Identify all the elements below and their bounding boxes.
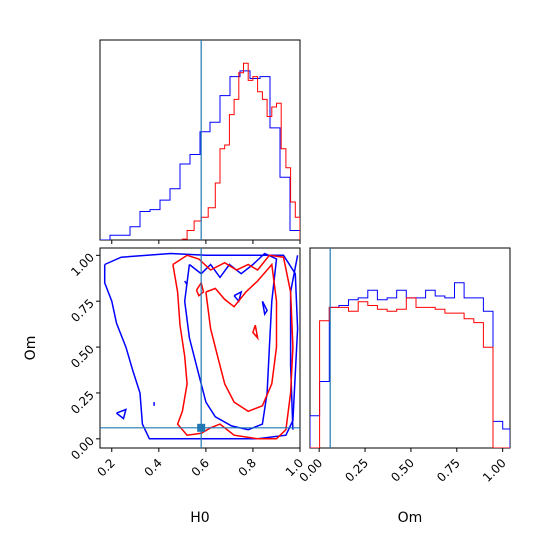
joint-x-tick-label-0: 0.2 [94, 456, 117, 479]
contour-blue-2 [289, 255, 299, 430]
contour-blue-5 [184, 280, 188, 286]
om-hist-x-tick-label-1: 0.25 [342, 456, 371, 485]
joint-x-tick-label-3: 0.8 [236, 456, 259, 479]
om-hist-blue-line [310, 282, 510, 448]
contour-red-1 [205, 262, 278, 413]
contour-blue-6 [233, 290, 243, 303]
contour-red-0 [172, 254, 294, 440]
joint-y-tick-label-4: 1.00 [68, 250, 97, 279]
om-hist-red-line [310, 297, 510, 448]
y-axis-label-om: Om [23, 336, 39, 361]
contour-blue-0 [103, 252, 299, 440]
contours-red-series [172, 254, 294, 440]
truth-markers [100, 40, 331, 448]
h0-hist-red-series [181, 62, 300, 240]
truth-point [197, 423, 206, 432]
om-hist-x-tick-label-4: 1.00 [480, 456, 509, 485]
joint-x-tick-label-1: 0.4 [142, 456, 165, 479]
joint-x-tick-label-2: 0.6 [189, 456, 212, 479]
joint-y-tick-label-1: 0.25 [68, 388, 97, 417]
x-axis-label-h0: H0 [190, 510, 209, 526]
contour-blue-7 [261, 300, 268, 317]
om-hist-x-tick-label-0: 0.00 [297, 456, 326, 485]
contour-red-2 [195, 281, 205, 297]
contour-blue-3 [116, 408, 127, 420]
h0-hist-blue-series [100, 70, 300, 240]
om-hist-x-tick-label-3: 0.75 [434, 456, 463, 485]
om-hist-frame [309, 247, 511, 449]
contour-red-3 [252, 324, 259, 341]
x-axis-label-om: Om [398, 510, 423, 526]
h0-hist-frame [99, 39, 301, 241]
joint-y-tick-label-3: 0.75 [68, 296, 97, 325]
joint-frame [99, 247, 301, 449]
om-hist-blue-series [310, 282, 510, 448]
om-hist-x-tick-label-2: 0.50 [388, 456, 417, 485]
h0-hist-red-line [181, 62, 300, 240]
om-hist-red-series [310, 297, 510, 448]
joint-y-tick-label-2: 0.50 [68, 342, 97, 371]
h0-hist-blue-line [100, 70, 300, 240]
joint-y-tick-label-0: 0.00 [68, 434, 97, 463]
